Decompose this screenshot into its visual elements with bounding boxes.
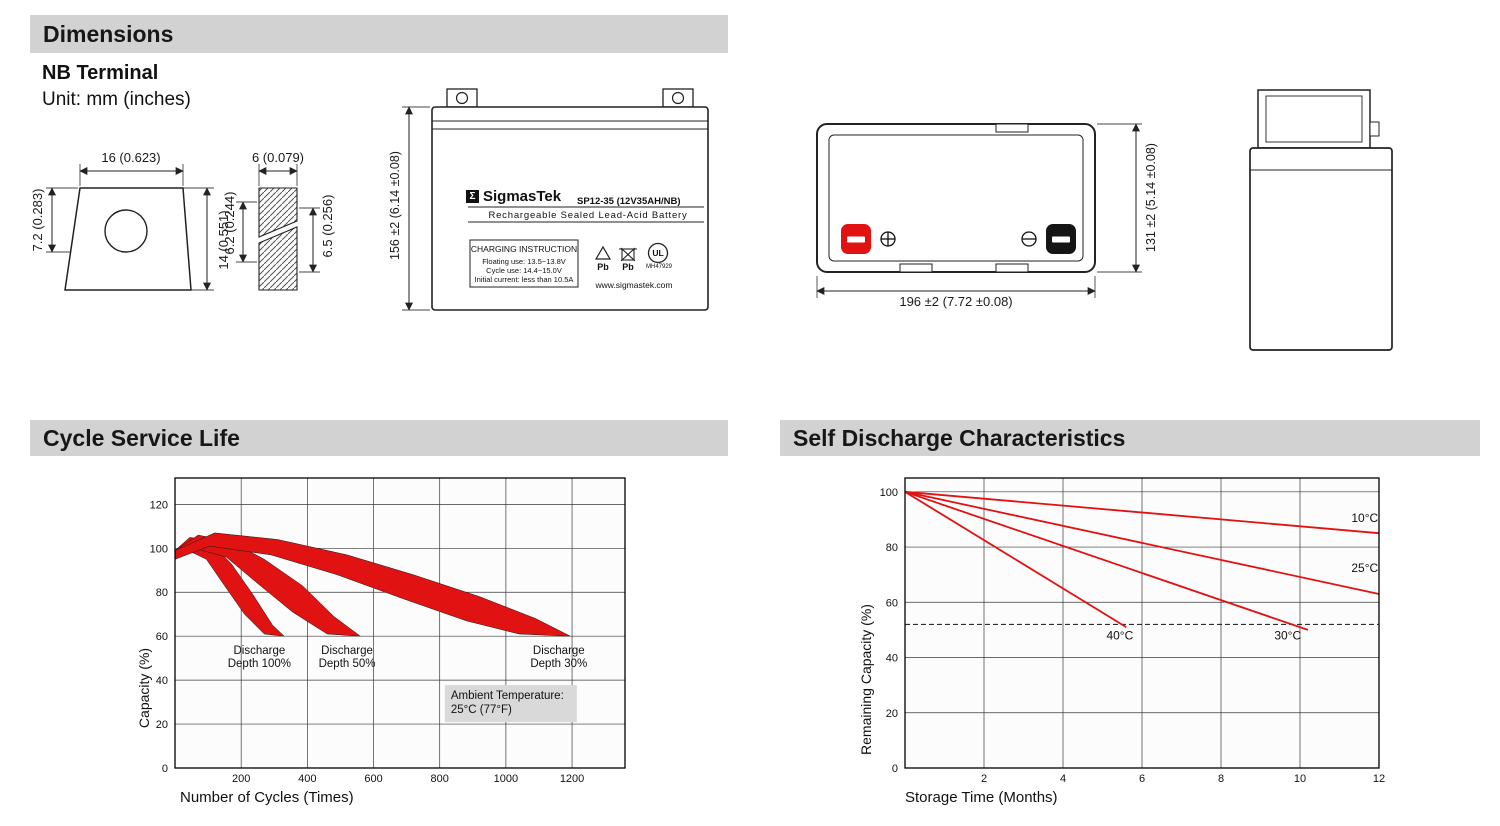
svg-text:10°C: 10°C [1351,511,1378,525]
dim-label-top-width: 196 ±2 (7.72 ±0.08) [899,294,1013,309]
dim-label-slot-left: 6.2 (0.244) [222,191,237,255]
svg-text:30°C: 30°C [1274,629,1301,643]
svg-text:40°C: 40°C [1106,629,1133,643]
svg-text:60: 60 [886,597,898,609]
minus-polarity-icon [1021,231,1037,247]
recycle-pb-icon [594,245,612,260]
svg-text:40: 40 [156,675,168,687]
svg-text:120: 120 [150,499,168,511]
self-chart-ylabel: Remaining Capacity (%) [858,604,874,755]
svg-text:Discharge: Discharge [233,645,285,657]
terminal-section-lower [258,226,298,291]
dim-label-terminal-width: 16 (0.623) [101,150,161,165]
side-view-body [1249,147,1393,351]
svg-text:Ambient Temperature:: Ambient Temperature: [451,690,564,702]
terminal-type-label: NB Terminal [42,62,159,84]
svg-text:40: 40 [886,653,898,665]
charging-instruction-box [469,239,579,288]
pb-label-1: Pb [597,262,609,272]
top-view-tab [995,123,1029,133]
dim-label-slot-right: 6.5 (0.256) [320,194,335,258]
self-discharge-title: Self Discharge Characteristics [793,424,1126,451]
side-view-top [1257,89,1371,149]
svg-text:80: 80 [886,542,898,554]
dimensions-title: Dimensions [43,20,174,47]
svg-text:Discharge: Discharge [321,645,373,657]
front-view-dimension-lines [402,106,430,311]
svg-text:Depth 100%: Depth 100% [228,658,291,670]
svg-text:800: 800 [431,773,449,785]
dimensions-section-header: Dimensions [30,15,728,53]
cycle-chart-ylabel: Capacity (%) [136,647,152,729]
ul-mark-icon [647,242,669,264]
top-view-body [816,123,1096,273]
charging-line-3: Initial current: less than 10.5A [474,275,574,284]
self-chart-xlabel: Storage Time (Months) [905,789,1058,806]
ul-mark-text: UL [652,248,664,258]
self-discharge-section-header: Self Discharge Characteristics [780,420,1480,456]
terminal-section-upper [258,187,298,238]
cycle-service-life-chart: 200 400 600 800 1000 1200 0 20 40 60 80 100 120 Disch… [150,477,626,785]
dim-label-front-height: 156 ±2 (6.14 ±0.08) [388,151,402,260]
dimension-drawings [46,88,1393,351]
svg-text:25°C: 25°C [1351,561,1378,575]
dim-label-terminal-front-height: 7.2 (0.283) [30,188,45,252]
svg-text:10: 10 [1294,773,1306,785]
svg-text:4: 4 [1060,773,1066,785]
battery-subtitle: Rechargeable Sealed Lead-Acid Battery [488,210,688,221]
svg-text:1200: 1200 [560,773,584,785]
cycle-life-section-header: Cycle Service Life [30,420,728,456]
unit-label: Unit: mm (inches) [42,89,191,110]
pb-label-2: Pb [622,262,634,272]
charging-line-2: Cycle use: 14.4~15.0V [486,266,562,275]
top-view-tab [899,263,933,273]
no-trash-pb-icon [619,247,637,262]
model-number: SP12-35 (12V35AH/NB) [577,196,681,207]
svg-text:20: 20 [886,708,898,720]
terminal-front-dimension-lines [46,164,214,291]
svg-text:Depth 50%: Depth 50% [319,658,376,670]
svg-text:60: 60 [156,631,168,643]
side-view-tab [1369,121,1380,137]
svg-text:0: 0 [162,763,168,775]
svg-text:20: 20 [156,719,168,731]
svg-text:0: 0 [892,763,898,775]
top-view-tab [995,263,1029,273]
terminal-section-dimension-lines [236,164,320,273]
self-discharge-chart: 2 4 6 8 10 12 0 20 40 60 80 100 10°C 25°C 30°C 40°C [880,477,1385,785]
mh-number: MH47929 [645,264,672,270]
svg-text:100: 100 [150,543,168,555]
svg-text:Depth 30%: Depth 30% [530,658,587,670]
cycle-chart-xlabel: Number of Cycles (Times) [180,789,354,806]
svg-text:2: 2 [981,773,987,785]
dim-label-top-depth: 131 ±2 (5.14 ±0.08) [1144,143,1158,252]
top-view-dimension-lines [816,123,1142,298]
plus-polarity-icon [880,231,896,247]
svg-text:Discharge: Discharge [533,645,585,657]
svg-text:25°C (77°F): 25°C (77°F) [451,704,512,716]
website-text: www.sigmastek.com [595,280,673,290]
charging-line-1: Floating use: 13.5~13.8V [482,257,566,266]
svg-text:8: 8 [1218,773,1224,785]
svg-text:400: 400 [298,773,316,785]
cycle-life-title: Cycle Service Life [43,424,240,451]
sigma-logo-icon: Σ [466,190,479,203]
brand-name: SigmasTek [483,188,562,205]
dim-label-slot-width: 6 (0.079) [251,150,305,165]
svg-text:6: 6 [1139,773,1145,785]
charging-title: CHARGING INSTRUCTION [470,244,578,254]
svg-text:100: 100 [880,487,898,499]
svg-text:80: 80 [156,587,168,599]
svg-text:12: 12 [1373,773,1385,785]
terminal-post-circle [104,209,148,253]
svg-text:1000: 1000 [494,773,518,785]
svg-text:600: 600 [364,773,382,785]
svg-text:200: 200 [232,773,250,785]
